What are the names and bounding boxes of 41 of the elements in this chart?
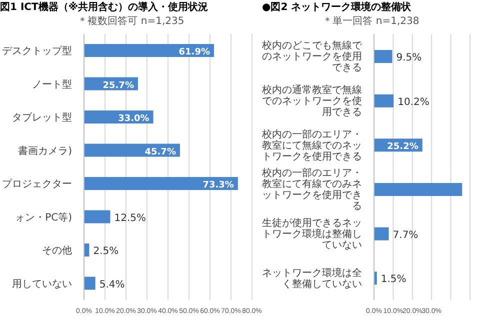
data-label: 45.7%	[144, 147, 176, 158]
bar	[374, 50, 392, 63]
chart-title: ●図2 ネットワーク環境の整備状	[262, 0, 412, 14]
data-label: 5.4%	[99, 279, 125, 290]
bar	[84, 276, 96, 290]
chart-subtitle: ＊単一回答 n=1,238	[322, 15, 420, 29]
y-tick-label: ネットワーク環境は全く整備していない	[262, 266, 362, 290]
data-label: 10.2%	[398, 96, 430, 108]
data-label: 12.5%	[114, 212, 146, 224]
data-label: 7.7%	[392, 230, 418, 241]
bar	[374, 183, 462, 196]
data-label: 33.0%	[118, 114, 150, 124]
y-tick-label: 用していない	[12, 278, 72, 290]
y-tick-label: その他	[42, 244, 72, 257]
data-label: 61.9%	[178, 48, 210, 58]
y-tick-label: デスクトップ型	[2, 45, 72, 58]
y-tick-label: ォン・PC等)	[15, 211, 72, 224]
chart-title: 図1 ICT機器（※共用含む）の導入・使用状況	[0, 0, 210, 14]
y-tick-label: 生徒が使用できるネットワーク環境は整備していない	[262, 217, 362, 251]
y-tick-label: ノート型	[32, 78, 72, 90]
data-label: 25.7%	[102, 80, 134, 91]
bar	[374, 227, 389, 240]
y-tick-label: 校内の通常教室で無線でのネットワークを使用できる	[261, 84, 362, 118]
y-tick-label: 校内の一部のエリア・教室にて有線でのみネットワークを使用できる	[261, 167, 362, 212]
bar	[84, 144, 180, 157]
data-label: 25.2%	[387, 142, 418, 152]
y-tick-label: 校内のどこでも無線でのネットワークを使用できる	[261, 40, 363, 74]
bar	[374, 94, 394, 108]
data-label: 73.3%	[202, 180, 234, 190]
bar	[84, 244, 90, 256]
data-label: 9.5%	[396, 52, 422, 64]
y-tick-label: タブレット型	[12, 112, 72, 124]
y-tick-label: 校内の一部のエリア・教室にて無線でのネットワークを使用できる	[261, 128, 362, 162]
bar	[84, 210, 110, 224]
data-label: 2.5%	[93, 246, 119, 257]
y-tick-label: 書画カメラ)	[18, 144, 72, 157]
y-tick-label: プロジェクター	[2, 178, 72, 190]
bar	[84, 44, 214, 57]
chart-subtitle: ＊複数回答可 n=1,235	[76, 14, 186, 29]
data-label: 1.5%	[380, 274, 406, 286]
bar	[84, 177, 238, 190]
